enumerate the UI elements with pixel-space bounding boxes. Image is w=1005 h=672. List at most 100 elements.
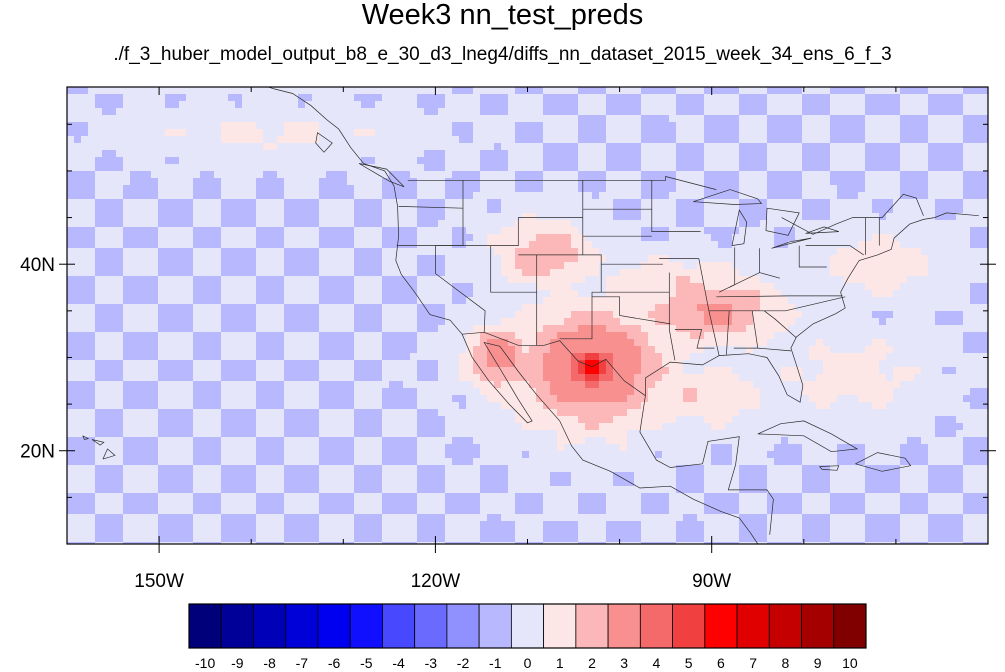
field-cell <box>606 297 614 305</box>
field-cell <box>172 157 180 165</box>
field-cell <box>102 87 110 95</box>
field-cell <box>942 171 950 179</box>
field-cell <box>305 150 313 158</box>
field-cell <box>662 234 670 242</box>
field-cell <box>284 311 292 319</box>
field-cell <box>305 87 313 95</box>
field-cell <box>865 220 873 228</box>
field-cell <box>977 136 985 144</box>
field-cell <box>354 318 362 326</box>
field-cell <box>620 206 628 214</box>
field-cell <box>823 122 831 130</box>
field-cell <box>970 101 978 109</box>
field-cell <box>683 192 691 200</box>
field-cell <box>361 157 369 165</box>
field-cell <box>634 325 642 333</box>
field-cell <box>284 171 292 179</box>
field-cell <box>326 276 334 284</box>
field-cell <box>851 185 859 193</box>
field-cell <box>263 332 271 340</box>
field-cell <box>340 185 348 193</box>
field-cell <box>438 276 446 284</box>
field-cell <box>67 206 75 214</box>
field-cell <box>592 143 600 151</box>
field-cell <box>403 262 411 270</box>
field-cell <box>550 241 558 249</box>
field-cell <box>914 150 922 158</box>
field-layer <box>67 87 988 544</box>
field-cell <box>354 220 362 228</box>
field-cell <box>438 171 446 179</box>
field-cell <box>102 283 110 291</box>
field-cell <box>641 108 649 116</box>
field-cell <box>900 115 908 123</box>
field-cell <box>648 108 656 116</box>
field-cell <box>95 311 103 319</box>
field-cell <box>74 248 82 256</box>
field-cell <box>466 150 474 158</box>
field-cell <box>949 192 957 200</box>
field-cell <box>438 143 446 151</box>
field-cell <box>410 283 418 291</box>
field-cell <box>648 101 656 109</box>
field-cell <box>221 185 229 193</box>
field-cell <box>228 115 236 123</box>
field-cell <box>830 262 838 270</box>
field-cell <box>130 220 138 228</box>
field-cell <box>438 318 446 326</box>
field-cell <box>200 269 208 277</box>
field-cell <box>291 241 299 249</box>
field-cell <box>382 143 390 151</box>
field-cell <box>214 269 222 277</box>
field-cell <box>410 297 418 305</box>
field-cell <box>865 185 873 193</box>
field-cell <box>151 234 159 242</box>
field-cell <box>74 311 82 319</box>
field-cell <box>543 192 551 200</box>
field-cell <box>235 101 243 109</box>
field-cell <box>256 213 264 221</box>
field-cell <box>844 199 852 207</box>
field-cell <box>74 164 82 172</box>
field-cell <box>823 178 831 186</box>
field-cell <box>291 115 299 123</box>
field-cell <box>452 220 460 228</box>
field-cell <box>172 262 180 270</box>
field-cell <box>459 311 467 319</box>
field-cell <box>347 290 355 298</box>
field-cell <box>683 122 691 130</box>
field-cell <box>613 311 621 319</box>
field-cell <box>851 206 859 214</box>
field-cell <box>382 290 390 298</box>
field-cell <box>620 304 628 312</box>
field-cell <box>466 304 474 312</box>
field-cell <box>564 283 572 291</box>
field-cell <box>389 248 397 256</box>
field-cell <box>564 325 572 333</box>
field-cell <box>760 94 768 102</box>
field-cell <box>228 94 236 102</box>
field-cell <box>424 199 432 207</box>
field-cell <box>970 164 978 172</box>
field-cell <box>809 220 817 228</box>
field-cell <box>508 304 516 312</box>
field-cell <box>753 227 761 235</box>
field-cell <box>865 143 873 151</box>
field-cell <box>67 241 75 249</box>
field-cell <box>74 297 82 305</box>
field-cell <box>438 297 446 305</box>
field-cell <box>592 297 600 305</box>
field-cell <box>158 248 166 256</box>
field-cell <box>130 185 138 193</box>
field-cell <box>179 269 187 277</box>
field-cell <box>382 178 390 186</box>
field-cell <box>900 199 908 207</box>
field-cell <box>914 94 922 102</box>
field-cell <box>410 206 418 214</box>
field-cell <box>536 129 544 137</box>
field-cell <box>564 248 572 256</box>
field-cell <box>767 192 775 200</box>
field-cell <box>200 178 208 186</box>
field-cell <box>172 339 180 347</box>
field-cell <box>382 199 390 207</box>
